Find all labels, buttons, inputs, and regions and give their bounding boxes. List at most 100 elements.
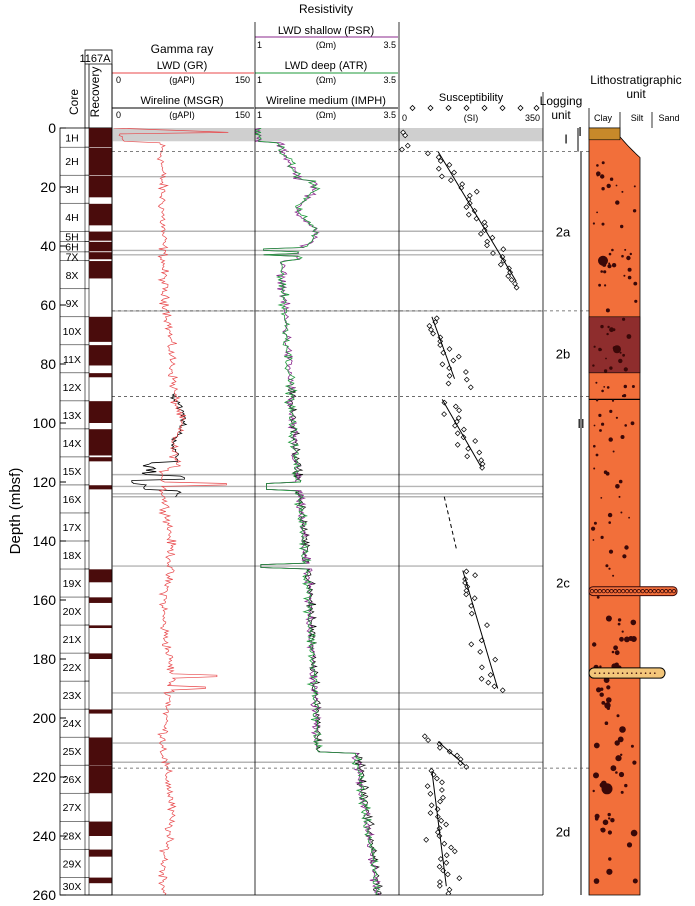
litho-dot-89 xyxy=(617,622,621,626)
recovery-block-24 xyxy=(89,877,112,884)
core-tick-28X xyxy=(84,820,90,850)
res-psr-label: LWD shallow (PSR) xyxy=(278,25,374,37)
susceptibility-points xyxy=(399,129,520,895)
susceptibility-min: 0 xyxy=(402,113,407,123)
litho-pebble-14 xyxy=(644,589,649,594)
litho-dot-82 xyxy=(629,252,632,256)
litho-pebble-19 xyxy=(663,589,669,594)
depth-axis-label: Depth (mbsf) xyxy=(7,468,24,555)
susceptibility-point-30 xyxy=(490,250,496,256)
core-label-7X: 7X xyxy=(66,251,79,263)
litho-dot-146 xyxy=(608,857,612,861)
res-psr-unit: (Ωm) xyxy=(316,40,336,50)
susceptibility-point-54 xyxy=(463,369,469,375)
core-tick-23X xyxy=(84,680,90,710)
gamma-track xyxy=(113,128,229,895)
litho-sand-dot-3 xyxy=(608,672,610,674)
depth-tick-label-140: 140 xyxy=(33,533,57,549)
core-tick-30X xyxy=(84,876,90,896)
core-tick-24X xyxy=(84,708,90,738)
susceptibility-point-10 xyxy=(439,173,445,180)
susceptibility-point-25 xyxy=(478,231,484,237)
core-tick-2H xyxy=(84,146,90,176)
recovery-block-6 xyxy=(89,252,112,260)
core-tick-15X xyxy=(84,456,90,486)
litho-dot-157 xyxy=(600,324,604,329)
susceptibility-point-3 xyxy=(399,146,405,153)
recovery-block-22 xyxy=(89,821,112,836)
recovery-column xyxy=(89,128,112,884)
litho-pebble-15 xyxy=(648,589,653,594)
susceptibility-point-113 xyxy=(427,790,434,797)
res-imph-max: 3.5 xyxy=(383,110,396,120)
logging-unit-label-2d: 2d xyxy=(556,825,570,840)
recovery-block-19 xyxy=(89,709,112,714)
litho-pebble-21 xyxy=(671,589,677,594)
litho-dot-33 xyxy=(615,416,619,419)
litho-dot-55 xyxy=(600,827,606,833)
litho-pebble-11 xyxy=(632,589,638,594)
susceptibility-trend-2 xyxy=(441,399,482,468)
grain-sand-label: Sand xyxy=(658,113,679,123)
susceptibility-point-70 xyxy=(454,441,461,448)
litho-dot-59 xyxy=(601,389,604,393)
recovery-block-7 xyxy=(89,261,112,279)
litho-sand-dot-11 xyxy=(644,672,647,674)
recovery-block-4 xyxy=(89,231,112,241)
litho-dot-74 xyxy=(630,619,637,626)
susceptibility-point-118 xyxy=(427,810,434,816)
susceptibility-point-88 xyxy=(478,637,485,644)
susceptibility-title: Susceptibility xyxy=(439,92,504,104)
core-label-1H: 1H xyxy=(65,133,78,145)
susceptibility-point-123 xyxy=(435,829,441,836)
gamma-lwd-label: LWD (GR) xyxy=(157,60,208,72)
litho-dot-130 xyxy=(606,386,610,389)
litho-dot-10 xyxy=(633,281,638,286)
litho-dot-153 xyxy=(623,367,628,372)
litho-dot-135 xyxy=(624,424,627,427)
susceptibility-legend-symbols xyxy=(409,104,540,112)
susceptibility-point-115 xyxy=(437,798,443,805)
core-label-11X: 11X xyxy=(63,354,81,366)
susceptibility-point-91 xyxy=(492,656,499,663)
litho-sand-dot-12 xyxy=(649,672,651,674)
susceptibility-point-73 xyxy=(464,453,471,460)
core-label-25X: 25X xyxy=(63,746,82,758)
litho-dot-152 xyxy=(621,394,625,398)
depth-tick-label-80: 80 xyxy=(40,356,56,372)
litho-dot-118 xyxy=(624,545,629,550)
res-psr-min: 1 xyxy=(257,40,262,50)
recovery-block-5 xyxy=(89,241,112,252)
litho-title-line2: unit xyxy=(626,87,646,101)
litho-pebble-0 xyxy=(589,589,595,594)
susceptibility-point-117 xyxy=(434,806,441,813)
litho-dot-23 xyxy=(615,184,618,187)
core-label-22X: 22X xyxy=(63,662,82,674)
litho-dot-6 xyxy=(606,697,612,703)
core-tick-19X xyxy=(84,568,90,598)
litho-dot-38 xyxy=(599,692,604,697)
susceptibility-point-36 xyxy=(505,273,512,279)
litho-dot-156 xyxy=(607,264,612,269)
susceptibility-point-2 xyxy=(404,142,411,149)
litho-dot-168 xyxy=(628,636,634,641)
litho-dot-1 xyxy=(614,740,620,746)
susceptibility-point-125 xyxy=(423,836,430,843)
lithology-column: III xyxy=(577,124,678,896)
litho-dot-110 xyxy=(628,516,630,519)
res-atr-min: 1 xyxy=(257,75,262,85)
litho-dot-27 xyxy=(632,209,637,213)
litho-dot-80 xyxy=(601,161,605,165)
res-atr-max: 3.5 xyxy=(383,75,396,85)
res-atr-label: LWD deep (ATR) xyxy=(285,60,368,72)
logging-unit-label-2a: 2a xyxy=(556,224,571,239)
litho-dot-148 xyxy=(612,450,615,453)
litho-dot-101 xyxy=(592,642,597,647)
res-imph-label: Wireline medium (IMPH) xyxy=(266,95,386,107)
litho-dot-0 xyxy=(606,332,609,336)
core-tick-11X xyxy=(84,344,90,374)
susceptibility-trends xyxy=(431,151,517,887)
susceptibility-point-95 xyxy=(485,679,492,686)
litho-pebble-18 xyxy=(660,589,665,594)
core-label-19X: 19X xyxy=(63,578,82,590)
